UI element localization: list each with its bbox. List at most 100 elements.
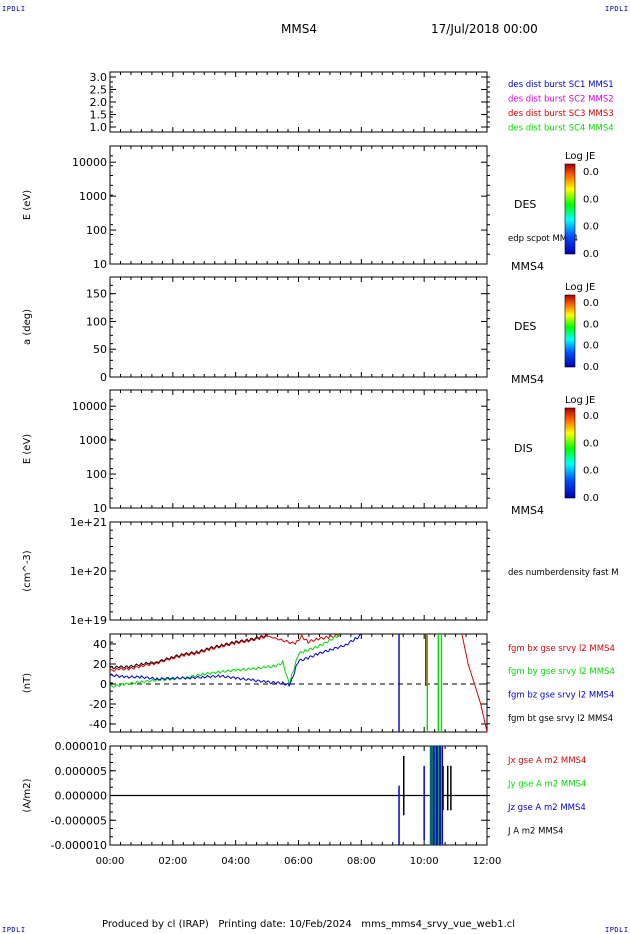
y-tick-label: -0.000010 — [51, 839, 107, 852]
y-tick-label: 3.0 — [90, 71, 108, 84]
colorbar — [564, 294, 576, 368]
colorbar-tick-label: 0.0 — [583, 466, 599, 477]
y-axis-label: (cm^-3) — [22, 550, 33, 591]
spacecraft-tag: MMS4 — [511, 373, 544, 386]
colorbar-tick-label: 0.0 — [583, 222, 599, 233]
y-tick-label: 20 — [93, 658, 107, 671]
colorbar-tick-label: 0.0 — [583, 298, 599, 309]
y-axis-label: (A/m2) — [22, 778, 33, 812]
x-tick-label: 12:00 — [473, 856, 502, 867]
panel-frame — [109, 521, 488, 621]
spacecraft-title: MMS4 — [281, 22, 317, 36]
legend-entry: fgm bt gse srvy l2 MMS4 — [508, 714, 613, 724]
legend-entry: des dist burst SC3 MMS3 — [508, 109, 614, 119]
panel-frame — [109, 633, 488, 733]
footer-file: mms_mms4_srvy_vue_web1.cl — [361, 919, 516, 930]
y-tick-label: 10 — [93, 258, 107, 271]
panel-frame — [109, 276, 488, 378]
y-tick-label: 100 — [86, 224, 107, 237]
instrument-label: DES — [514, 320, 536, 333]
colorbar-tick-label: 0.0 — [583, 362, 599, 373]
footer-printing-date: Printing date: 10/Feb/2024 — [218, 919, 352, 930]
colorbar — [564, 407, 576, 499]
instrument-label: DIS — [514, 442, 533, 455]
legend-entry: Jz gse A m2 MMS4 — [507, 803, 586, 813]
corner-label-top-left: IPDLI — [2, 5, 26, 13]
footer-produced: Produced by cl (IRAP) — [102, 919, 209, 930]
panel-frame — [109, 145, 488, 265]
colorbar-tick-label: 0.0 — [583, 249, 599, 260]
series-line — [109, 633, 362, 687]
series-line — [109, 633, 340, 673]
legend-entry: des numberdensity fast M — [508, 568, 619, 578]
colorbar-title: Log JE — [565, 395, 595, 406]
y-tick-label: 150 — [86, 288, 107, 301]
legend-entry: Jy gse A m2 MMS4 — [507, 780, 586, 790]
y-axis-label: E (eV) — [22, 190, 33, 220]
y-tick-label: 1.5 — [90, 109, 108, 122]
colorbar-tick-label: 0.0 — [583, 341, 599, 352]
legend-entry: fgm by gse srvy l2 MMS4 — [508, 667, 615, 677]
legend-entry: fgm bz gse srvy l2 MMS4 — [508, 691, 614, 701]
x-tick-label: 08:00 — [347, 856, 376, 867]
corner-label-bottom-right: IPDLI — [605, 926, 629, 934]
y-tick-label: 100 — [86, 315, 107, 328]
legend-entry: J A m2 MMS4 — [507, 827, 564, 837]
y-axis-label: (nT) — [22, 673, 33, 693]
y-tick-label: 1000 — [79, 190, 107, 203]
colorbar-title: Log JE — [565, 282, 595, 293]
y-tick-label: 0.000000 — [55, 790, 108, 803]
colorbar-tick-label: 0.0 — [583, 493, 599, 504]
legend-entry: des dist burst SC1 MMS1 — [508, 80, 614, 90]
overlay-label: edp scpot MMS4 — [508, 234, 578, 244]
spacecraft-tag: MMS4 — [511, 260, 544, 273]
legend-entry: des dist burst SC4 MMS4 — [508, 124, 614, 134]
y-tick-label: 50 — [93, 343, 107, 356]
y-tick-label: 1e+19 — [70, 614, 107, 627]
y-tick-label: 1000 — [79, 434, 107, 447]
series-line — [109, 634, 340, 688]
x-tick-label: 04:00 — [221, 856, 250, 867]
panel-frame — [109, 389, 488, 509]
x-tick-label: 06:00 — [284, 856, 313, 867]
colorbar-tick-label: 0.0 — [583, 438, 599, 449]
colorbar-tick-label: 0.0 — [583, 167, 599, 178]
spacecraft-tag: MMS4 — [511, 504, 544, 517]
y-tick-label: 0 — [100, 371, 107, 384]
colorbar-title: Log JE — [565, 151, 595, 162]
y-tick-label: 1.0 — [90, 121, 108, 134]
x-tick-label: 02:00 — [158, 856, 187, 867]
y-tick-label: -0.000005 — [51, 814, 107, 827]
y-tick-label: 1e+21 — [70, 516, 107, 529]
y-tick-label: -20 — [89, 698, 107, 711]
panel-frame — [109, 71, 488, 133]
colorbar-tick-label: 0.0 — [583, 319, 599, 330]
x-tick-label: 00:00 — [96, 856, 125, 867]
series-tail — [461, 633, 488, 733]
corner-label-bottom-left: IPDLI — [2, 926, 26, 934]
y-tick-label: 2.0 — [90, 96, 108, 109]
legend-entry: des dist burst SC2 MMS2 — [508, 95, 614, 105]
series-line — [109, 633, 268, 670]
y-tick-label: 0.000005 — [55, 765, 108, 778]
legend-entry: fgm bx gse srvy l2 MMS4 — [508, 644, 615, 654]
y-tick-label: 10 — [93, 502, 107, 515]
current-burst — [430, 746, 444, 845]
x-tick-label: 10:00 — [410, 856, 439, 867]
instrument-label: DES — [514, 198, 536, 211]
y-axis-label: a (deg) — [22, 309, 33, 345]
colorbar-tick-label: 0.0 — [583, 411, 599, 422]
y-axis-label: E (eV) — [22, 434, 33, 464]
legend-entry: Jx gse A m2 MMS4 — [507, 756, 586, 766]
y-tick-label: 2.5 — [90, 84, 108, 97]
y-tick-label: 40 — [93, 638, 107, 651]
footer: Produced by cl (IRAP) Printing date: 10/… — [102, 919, 515, 930]
colorbar-tick-label: 0.0 — [583, 194, 599, 205]
y-tick-label: -40 — [89, 718, 107, 731]
y-tick-label: 0 — [100, 678, 107, 691]
y-tick-label: 10000 — [72, 156, 107, 169]
colorbar — [564, 163, 576, 255]
y-tick-label: 0.000010 — [55, 740, 108, 753]
y-tick-label: 100 — [86, 468, 107, 481]
